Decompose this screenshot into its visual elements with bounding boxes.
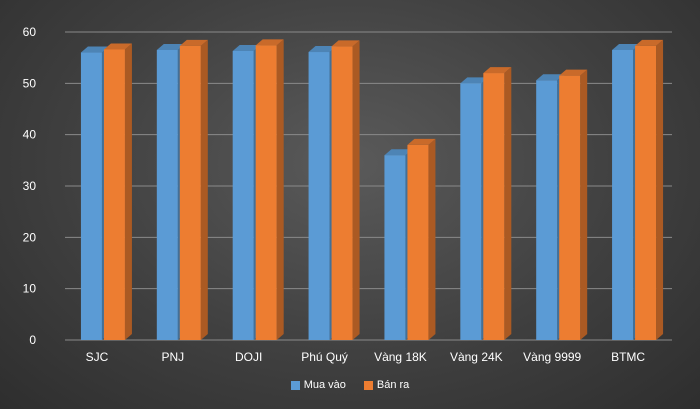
bar-top <box>536 74 565 81</box>
legend-swatch-sell <box>363 380 373 390</box>
bar-side <box>200 39 208 341</box>
bar-side <box>124 43 132 340</box>
bar-top <box>635 39 664 46</box>
bar-top <box>483 67 512 74</box>
y-tick-label: 40 <box>23 128 37 142</box>
legend-item-sell[interactable]: Bán ra <box>363 379 410 391</box>
x-tick-label: BTMC <box>611 350 645 364</box>
bar-front <box>103 49 125 340</box>
bar-top <box>331 40 360 47</box>
bar-top <box>384 149 413 156</box>
x-tick-label: Vàng 18K <box>374 350 427 364</box>
bar-side <box>352 40 360 341</box>
x-tick-label: Phú Quý <box>301 350 348 364</box>
bar-front <box>612 49 634 340</box>
bar-sell-1[interactable] <box>179 39 208 341</box>
bar-front <box>407 144 429 340</box>
bar-top <box>80 46 109 53</box>
y-tick-label: 50 <box>23 76 37 90</box>
legend-label-sell: Bán ra <box>376 379 410 391</box>
bar-front <box>483 73 505 341</box>
bar-front <box>384 155 406 340</box>
bar-front <box>559 75 581 340</box>
legend-label-buy: Mua vào <box>303 379 346 391</box>
bar-side <box>580 69 588 340</box>
bar-front <box>308 52 330 341</box>
bar-sell-6[interactable] <box>559 69 588 340</box>
bar-top <box>179 39 208 46</box>
bar-front <box>80 52 102 341</box>
bar-top <box>156 43 185 50</box>
x-axis-tick-labels: SJC PNJ DOJI Phú Quý Vàng 18K Vàng 24K Vàng 99… <box>86 350 646 364</box>
bar-sell-3[interactable] <box>331 40 360 341</box>
bar-top <box>308 46 337 53</box>
legend-item-buy[interactable]: Mua vào <box>290 379 346 391</box>
bar-top <box>460 77 489 84</box>
bar-sell-0[interactable] <box>103 43 132 340</box>
legend-swatch-buy <box>290 380 300 390</box>
bar-side <box>428 138 436 340</box>
bar-side <box>276 39 284 340</box>
x-tick-label: Vàng 9999 <box>523 350 581 364</box>
bar-front <box>331 46 353 341</box>
y-tick-label: 0 <box>29 333 36 347</box>
x-tick-label: DOJI <box>235 350 262 364</box>
bar-front <box>536 80 558 341</box>
bars <box>80 39 664 341</box>
x-tick-label: PNJ <box>161 350 184 364</box>
bar-top <box>559 69 588 76</box>
bar-side <box>656 39 664 341</box>
bar-front <box>156 49 178 340</box>
bar-sell-2[interactable] <box>255 39 284 340</box>
bar-sell-5[interactable] <box>483 67 512 341</box>
bar-front <box>460 83 482 340</box>
bar-front <box>179 45 201 341</box>
bar-top <box>255 39 284 46</box>
y-tick-label: 30 <box>23 179 37 193</box>
y-tick-label: 20 <box>23 230 37 244</box>
bar-side <box>504 67 512 341</box>
bar-sell-4[interactable] <box>407 138 436 340</box>
bar-sell-7[interactable] <box>635 39 664 341</box>
x-tick-label: SJC <box>86 350 109 364</box>
bar-top <box>103 43 132 50</box>
x-tick-label: Vàng 24K <box>450 350 503 364</box>
bar-front <box>635 45 657 341</box>
y-tick-label: 10 <box>23 282 37 296</box>
bar-top <box>232 44 261 51</box>
y-axis-tick-labels: 0 10 20 30 40 50 60 <box>23 25 37 347</box>
bar-top <box>612 43 641 50</box>
bar-front <box>232 50 254 340</box>
bar-front <box>255 45 277 340</box>
y-tick-label: 60 <box>23 25 37 39</box>
legend: Mua vào Bán ra <box>0 379 700 391</box>
bar-top <box>407 138 436 145</box>
